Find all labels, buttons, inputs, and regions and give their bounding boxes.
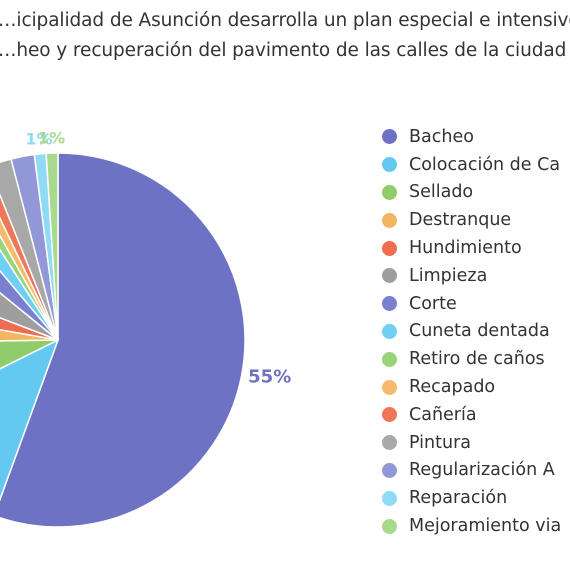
legend-label: Bacheo — [409, 126, 474, 147]
legend-swatch — [382, 129, 397, 145]
data-label-13: 1% — [25, 129, 52, 148]
legend-item-3: Destranque — [380, 206, 561, 234]
chart-title: …icipalidad de Asunción desarrolla un pl… — [0, 10, 570, 31]
legend-swatch — [382, 490, 397, 506]
chart-subtitle: …heo y recuperación del pavimento de las… — [0, 40, 567, 61]
legend-item-8: Retiro de caños — [380, 345, 561, 373]
legend-swatch — [382, 407, 397, 423]
legend-label: Sellado — [409, 182, 474, 203]
data-label-0: 55% — [248, 366, 291, 387]
legend-swatch — [382, 240, 397, 256]
legend-label: Pintura — [409, 432, 471, 453]
pie-slice-0 — [0, 152, 246, 528]
legend-label: Hundimiento — [409, 238, 522, 259]
legend-label: Destranque — [409, 210, 512, 231]
legend-item-10: Cañería — [380, 401, 561, 429]
pie-slice-14 — [45, 152, 59, 341]
legend-label: Cuneta dentada — [409, 321, 550, 342]
legend-label: Limpieza — [409, 265, 488, 286]
legend-swatch — [382, 435, 397, 451]
legend-swatch — [382, 351, 397, 367]
legend-label: Regularización A — [409, 460, 555, 481]
legend-label: Retiro de caños — [409, 349, 545, 370]
legend-item-5: Limpieza — [380, 262, 561, 290]
legend-label: Colocación de Ca — [409, 154, 561, 175]
data-label-14: 1% — [38, 129, 65, 148]
legend-item-13: Reparación — [380, 484, 561, 512]
chart-legend: Bacheo Colocación de Ca Sellado Destranque H… — [380, 123, 561, 540]
legend-swatch — [382, 184, 397, 200]
legend-item-0: Bacheo — [380, 123, 561, 151]
legend-label: Cañería — [409, 404, 477, 425]
legend-swatch — [382, 323, 397, 339]
legend-swatch — [382, 296, 397, 312]
legend-item-4: Hundimiento — [380, 234, 561, 262]
legend-swatch — [382, 462, 397, 478]
legend-label: Recapado — [409, 377, 496, 398]
legend-swatch — [382, 379, 397, 395]
pie-slice-1 — [0, 338, 60, 502]
legend-label: Reparación — [409, 488, 508, 509]
legend-swatch — [382, 268, 397, 284]
legend-item-6: Corte — [380, 290, 561, 318]
legend-swatch — [382, 212, 397, 228]
legend-swatch — [382, 518, 397, 534]
legend-item-2: Sellado — [380, 179, 561, 207]
legend-item-11: Pintura — [380, 429, 561, 457]
pie-slice-2 — [0, 339, 59, 370]
legend-item-12: Regularización A — [380, 457, 561, 485]
legend-swatch — [382, 157, 397, 173]
legend-item-9: Recapado — [380, 373, 561, 401]
legend-item-14: Mejoramiento via — [380, 512, 561, 540]
legend-label: Mejoramiento via — [409, 516, 562, 537]
legend-item-7: Cuneta dentada — [380, 318, 561, 346]
legend-item-1: Colocación de Ca — [380, 151, 561, 179]
legend-label: Corte — [409, 293, 457, 314]
